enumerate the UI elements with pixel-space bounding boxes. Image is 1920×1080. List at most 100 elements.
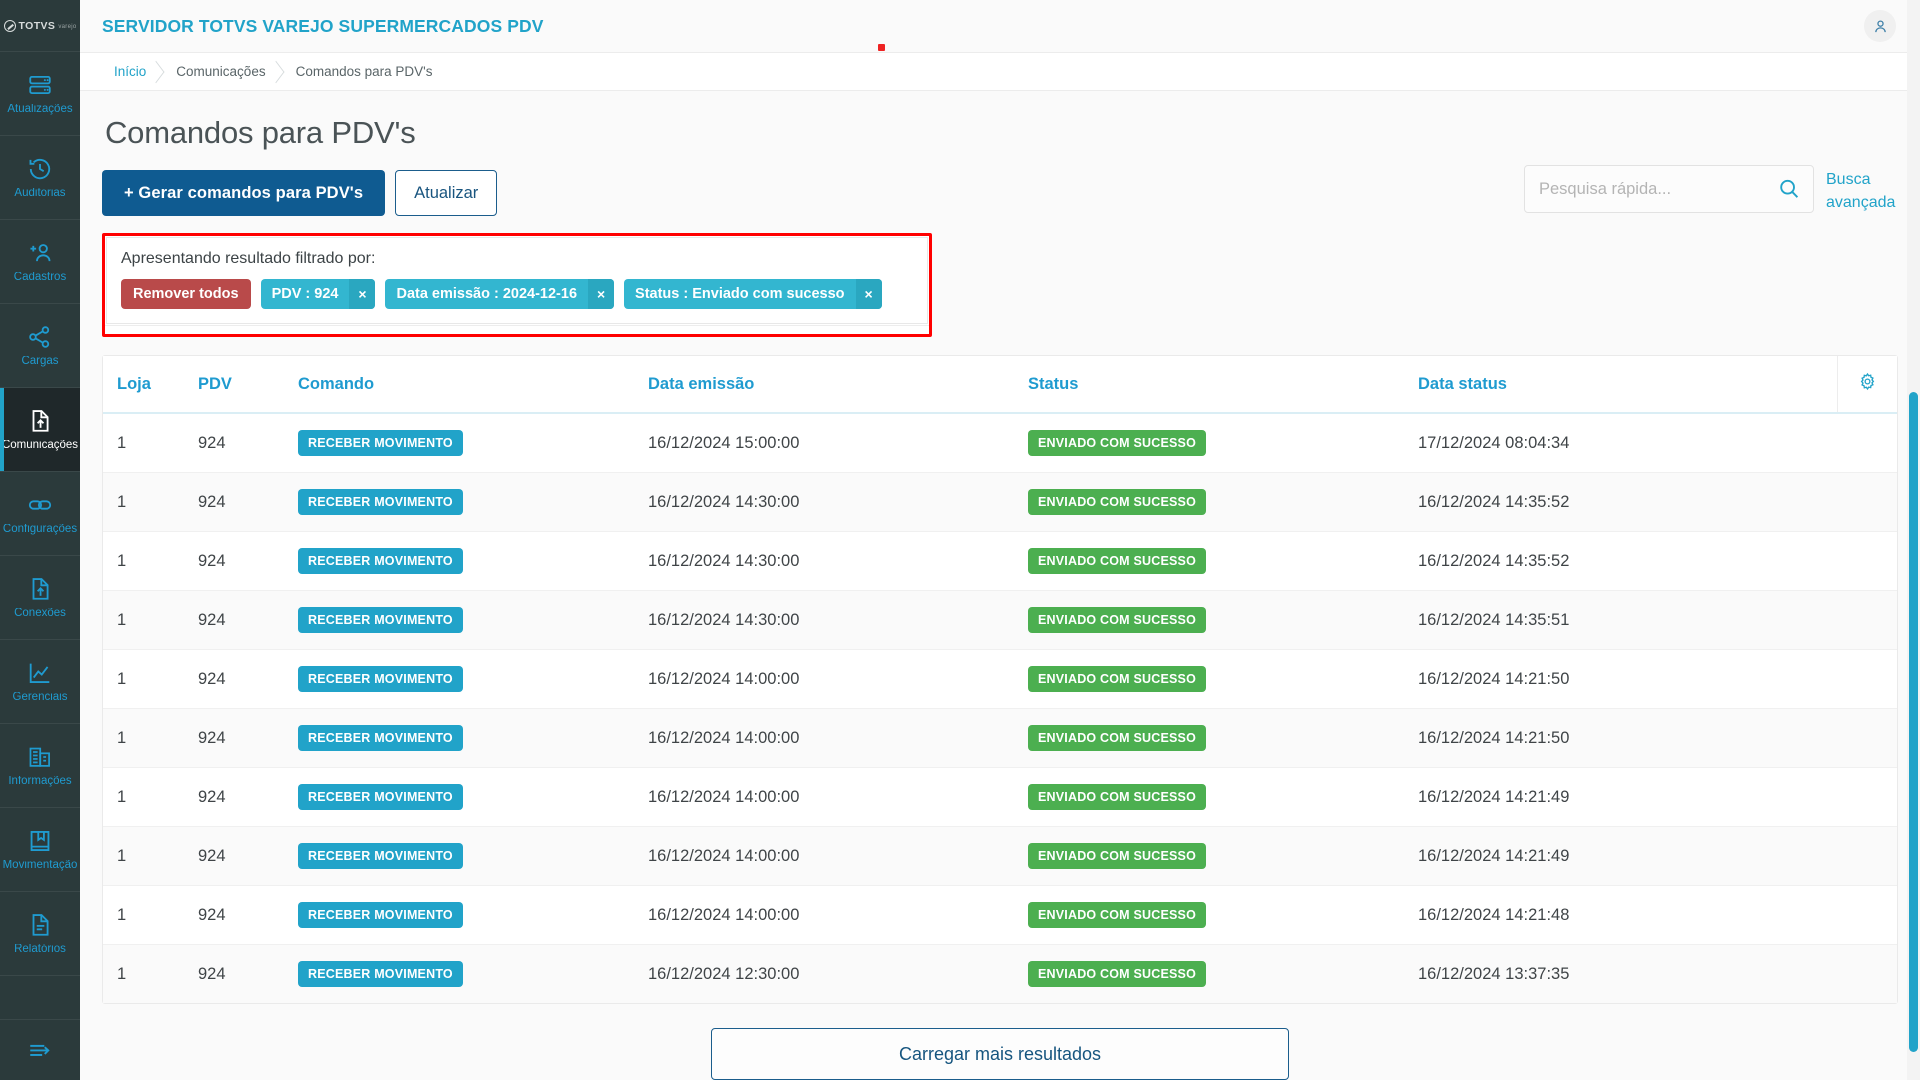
cell-data-status: 16/12/2024 14:35:51 [1418,590,1837,650]
results-table-card: Loja PDV Comando Data emissão Status Dat… [102,355,1898,1004]
breadcrumb-item-inicio[interactable]: Início [102,53,162,90]
cell-status: ENVIADO COM SUCESSO [1028,590,1418,650]
file-lines-icon [27,912,53,938]
column-header-pdv[interactable]: PDV [198,356,298,414]
status-badge: ENVIADO COM SUCESSO [1028,489,1206,515]
remove-all-filters-button[interactable]: Remover todos [121,279,251,309]
brand-name: TOTVS [18,19,56,32]
filter-chip-data-emissao[interactable]: Data emissão : 2024-12-16 × [385,279,615,309]
cell-loja: 1 [103,590,198,650]
command-badge[interactable]: RECEBER MOVIMENTO [298,784,463,810]
filter-chip-label: Data emissão : 2024-12-16 [396,286,578,302]
load-more-button[interactable]: Carregar mais resultados [711,1028,1289,1080]
sidebar-item-gerenciais[interactable]: Gerenciais [0,640,80,724]
sidebar-item-label: Movimentação [2,859,78,871]
table-row[interactable]: 1 924 RECEBER MOVIMENTO 16/12/2024 14:30:00… [103,590,1897,650]
cell-comando: RECEBER MOVIMENTO [298,590,648,650]
sidebar-item-cadastros[interactable]: Cadastros [0,220,80,304]
sidebar-item-informacoes[interactable]: Informações [0,724,80,808]
breadcrumb-item-comunicacoes[interactable]: Comunicações [162,53,281,90]
cell-actions [1837,649,1897,709]
cell-comando: RECEBER MOVIMENTO [298,767,648,827]
table-row[interactable]: 1 924 RECEBER MOVIMENTO 16/12/2024 14:00:00… [103,885,1897,945]
sidebar-item-atualizacoes[interactable]: Atualizações [0,52,80,136]
table-row[interactable]: 1 924 RECEBER MOVIMENTO 16/12/2024 14:00:00… [103,649,1897,709]
column-header-loja[interactable]: Loja [103,356,198,414]
brand-logo[interactable]: TOTVS varejo [0,0,80,52]
search-input[interactable] [1539,179,1777,199]
scrollbar-thumb[interactable] [1909,392,1918,1052]
results-table: Loja PDV Comando Data emissão Status Dat… [103,356,1897,1003]
file-upload-icon [27,576,53,602]
cell-data-status: 16/12/2024 13:37:35 [1418,964,1570,983]
command-badge[interactable]: RECEBER MOVIMENTO [298,961,463,987]
table-row[interactable]: 1 924 RECEBER MOVIMENTO 16/12/2024 15:00:00… [103,413,1897,473]
table-row[interactable]: 1 924 RECEBER MOVIMENTO 16/12/2024 14:30:00… [103,531,1897,591]
sidebar-item-label: Cadastros [13,271,67,283]
filter-chip-status[interactable]: Status : Enviado com sucesso × [624,279,882,309]
search-area: Busca avançada [1524,165,1898,214]
table-row[interactable]: 1 924 RECEBER MOVIMENTO 16/12/2024 14:00:00… [103,767,1897,827]
sidebar-item-auditorias[interactable]: Auditorias [0,136,80,220]
share-nodes-icon [27,324,53,350]
sidebar-item-configuracoes[interactable]: Configurações [0,472,80,556]
cell-data-emissao: 16/12/2024 14:00:00 [648,826,1028,886]
command-badge[interactable]: RECEBER MOVIMENTO [298,902,463,928]
sidebar-collapse-toggle[interactable] [0,1020,80,1080]
search-box[interactable] [1524,165,1814,213]
cell-data-status: 16/12/2024 14:21:48 [1418,885,1837,945]
cell-status: ENVIADO COM SUCESSO [1028,945,1418,1004]
cell-comando: RECEBER MOVIMENTO [298,885,648,945]
cell-loja: 1 [103,885,198,945]
table-row[interactable]: 1 924 RECEBER MOVIMENTO 16/12/2024 14:30:00… [103,472,1897,532]
column-header-data-status[interactable]: Data status [1418,356,1837,414]
status-badge: ENVIADO COM SUCESSO [1028,607,1206,633]
command-badge[interactable]: RECEBER MOVIMENTO [298,548,463,574]
cell-data-status: 16/12/2024 14:21:50 [1418,649,1837,709]
command-badge[interactable]: RECEBER MOVIMENTO [298,489,463,515]
cell-loja: 1 [103,531,198,591]
cell-pdv: 924 [198,826,298,886]
generate-commands-button[interactable]: + Gerar comandos para PDV's [102,170,386,216]
cell-data-status: 16/12/2024 14:21:49 [1418,826,1837,886]
filter-chip-pdv[interactable]: PDV : 924 × [260,279,376,309]
table-settings-button[interactable] [1836,356,1897,414]
close-icon[interactable]: × [855,279,882,309]
table-row[interactable]: 1 924 RECEBER MOVIMENTO 16/12/2024 12:30:00… [103,944,1897,1004]
cell-actions [1837,945,1897,1004]
avatar[interactable] [1864,10,1896,42]
table-row[interactable]: 1 924 RECEBER MOVIMENTO 16/12/2024 14:00:00… [103,708,1897,768]
command-badge[interactable]: RECEBER MOVIMENTO [298,843,463,869]
sidebar-item-label: Comunicações [1,439,79,451]
sidebar-item-cargas[interactable]: Cargas [0,304,80,388]
cell-data-status: 16/12/2024 14:35:52 [1418,472,1837,532]
cell-pdv: 924 [198,590,298,650]
close-icon[interactable]: × [588,279,615,309]
table-body: 1 924 RECEBER MOVIMENTO 16/12/2024 15:00:00… [103,413,1897,1003]
cell-data-emissao: 16/12/2024 14:00:00 [648,649,1028,709]
table-row[interactable]: 1 924 RECEBER MOVIMENTO 16/12/2024 14:00:00… [103,826,1897,886]
search-icon[interactable] [1777,177,1801,201]
cell-pdv: 924 [198,472,298,532]
sidebar-item-comunicacoes[interactable]: Comunicações [0,388,80,472]
cell-pdv: 924 [198,708,298,768]
column-header-status[interactable]: Status [1028,356,1418,414]
command-badge[interactable]: RECEBER MOVIMENTO [298,607,463,633]
command-badge[interactable]: RECEBER MOVIMENTO [298,666,463,692]
cell-status: ENVIADO COM SUCESSO [1028,649,1418,709]
command-badge[interactable]: RECEBER MOVIMENTO [298,430,463,456]
refresh-button[interactable]: Atualizar [395,170,498,216]
page-scrollbar[interactable] [1907,0,1920,1080]
advanced-search-link[interactable]: Busca avançada [1826,171,1896,212]
sidebar-item-conexoes[interactable]: Conexões [0,556,80,640]
cell-data-emissao: 16/12/2024 14:00:00 [648,885,1028,945]
app-title: SERVIDOR TOTVS VAREJO SUPERMERCADOS PDV [102,15,544,36]
column-header-comando[interactable]: Comando [298,356,648,414]
close-icon[interactable]: × [349,279,376,309]
sidebar-item-relatorios[interactable]: Relatórios [0,892,80,976]
status-badge: ENVIADO COM SUCESSO [1028,725,1206,751]
command-badge[interactable]: RECEBER MOVIMENTO [298,725,463,751]
cell-actions [1837,472,1897,532]
column-header-data-emissao[interactable]: Data emissão [648,356,1028,414]
sidebar-item-movimentacao[interactable]: Movimentação [0,808,80,892]
